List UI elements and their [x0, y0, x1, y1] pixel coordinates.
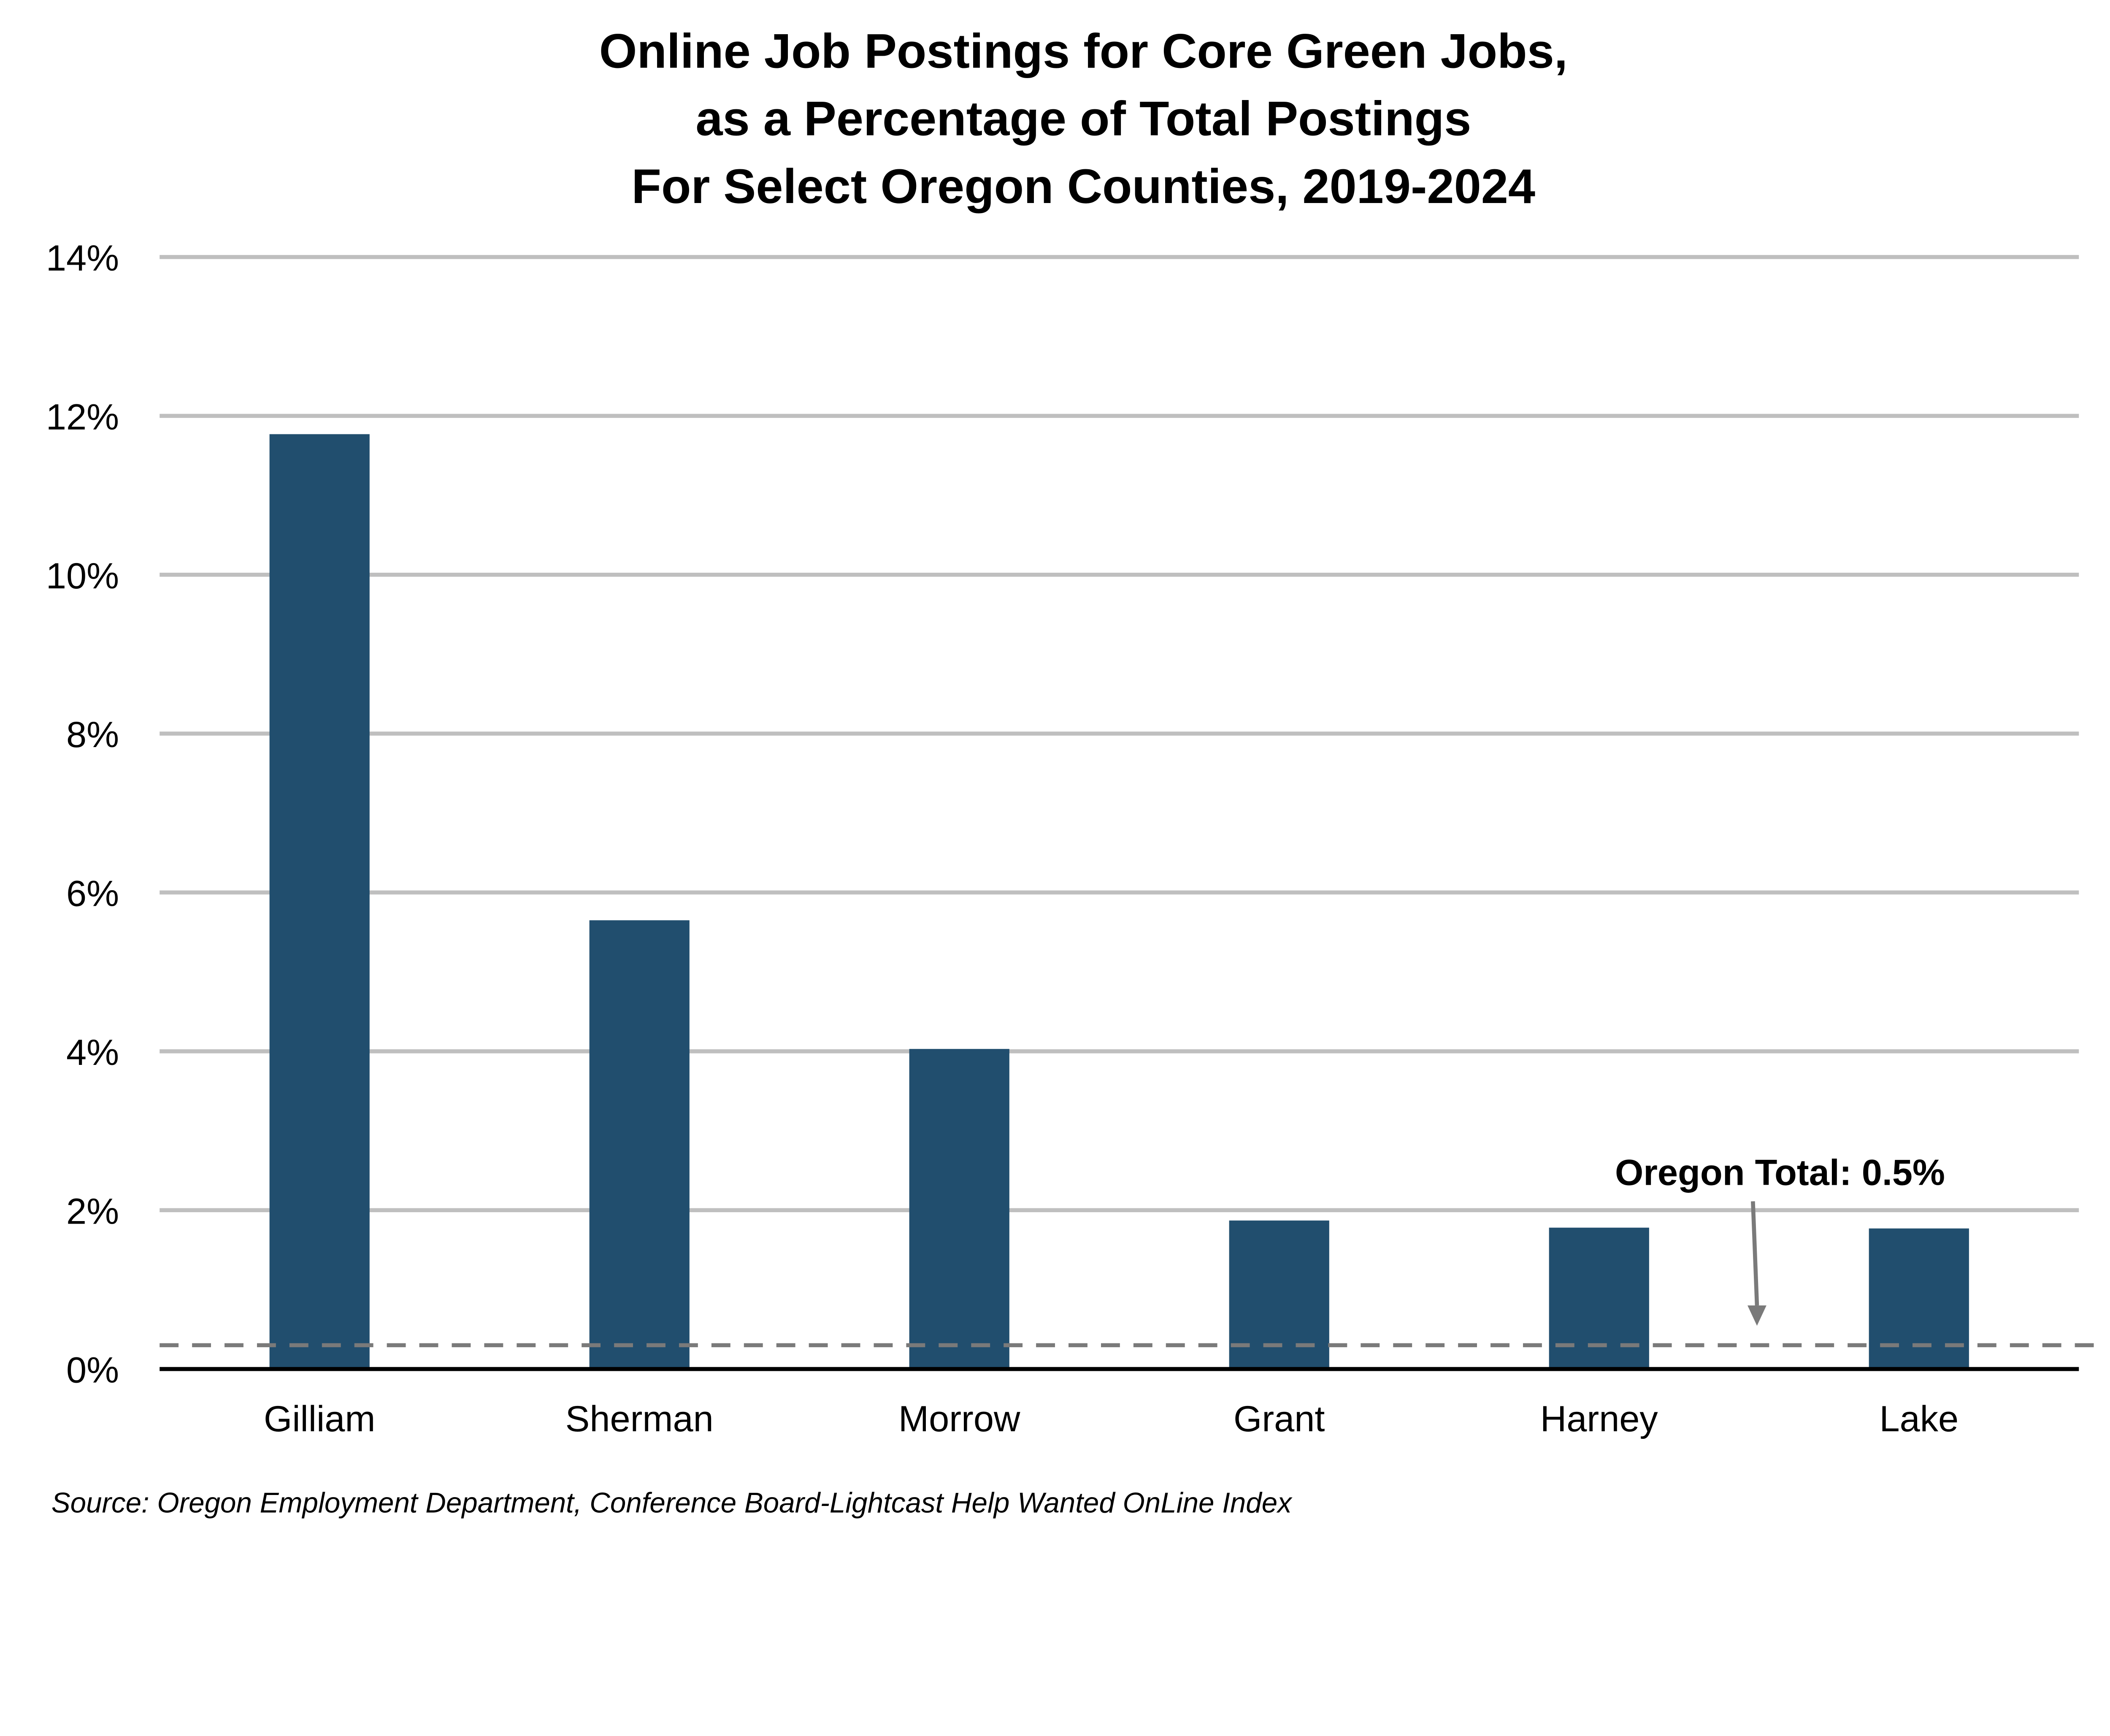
chart-title: Online Job Postings for Core Green Jobs,…: [599, 24, 1568, 214]
chart-title-line-2: as a Percentage of Total Postings: [695, 92, 1471, 146]
oregon-total-annotation: Oregon Total: 0.5%: [1615, 1153, 1945, 1326]
x-tick-label: Harney: [1540, 1399, 1658, 1439]
chart-title-line-1: Online Job Postings for Core Green Jobs,: [599, 24, 1568, 78]
y-tick-label: 6%: [66, 874, 119, 914]
y-tick-label: 4%: [66, 1032, 119, 1073]
y-tick-label: 0%: [66, 1350, 119, 1391]
y-tick-label: 2%: [66, 1191, 119, 1232]
bar-gilliam: [269, 434, 370, 1369]
source-note: Source: Oregon Employment Department, Co…: [51, 1487, 1293, 1519]
x-tick-label: Grant: [1234, 1399, 1325, 1439]
x-tick-label: Sherman: [565, 1399, 714, 1439]
oregon-total-label: Oregon Total: 0.5%: [1615, 1153, 1945, 1193]
x-axis-ticks: Gilliam Sherman Morrow Grant Harney Lake: [264, 1399, 1959, 1439]
bar-harney: [1549, 1227, 1649, 1369]
annotation-arrow-shaft: [1751, 1201, 1759, 1306]
x-tick-label: Morrow: [898, 1399, 1020, 1439]
gridlines: [160, 255, 2079, 1213]
y-tick-label: 12%: [46, 397, 119, 437]
bar-chart: Online Job Postings for Core Green Jobs,…: [46, 24, 2099, 1519]
chart-title-line-3: For Select Oregon Counties, 2019-2024: [632, 160, 1536, 214]
arrow-down-icon: [1748, 1305, 1766, 1326]
x-tick-label: Lake: [1879, 1399, 1959, 1439]
bar-sherman: [589, 920, 690, 1369]
y-tick-label: 10%: [46, 556, 119, 596]
y-tick-label: 14%: [46, 238, 119, 279]
x-tick-label: Gilliam: [264, 1399, 375, 1439]
y-axis-ticks: 0% 2% 4% 6% 8% 10% 12% 14%: [46, 238, 119, 1391]
bar-lake: [1869, 1228, 1969, 1369]
bar-morrow: [909, 1049, 1009, 1369]
y-tick-label: 8%: [66, 715, 119, 755]
